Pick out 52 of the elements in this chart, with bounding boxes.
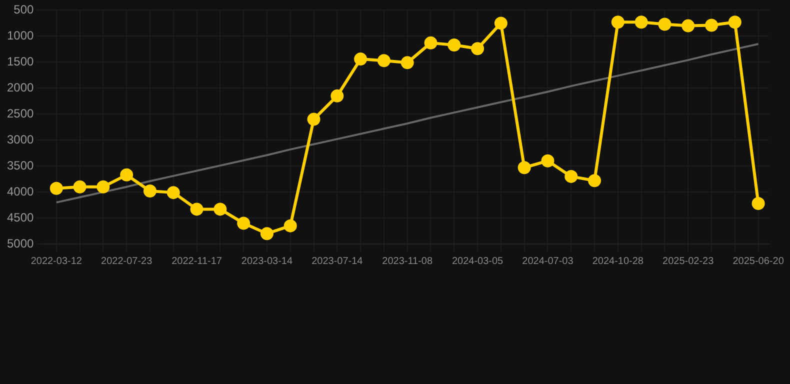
point <box>190 202 204 216</box>
y-tick-label: 3000 <box>6 132 34 146</box>
x-tick-label: 2022-07-23 <box>101 256 153 267</box>
point <box>73 180 86 194</box>
point <box>260 227 274 240</box>
y-tick-label: 2500 <box>6 106 34 120</box>
x-tick-label: 2024-07-03 <box>522 256 574 267</box>
point <box>424 36 438 50</box>
x-tick-label: 2024-10-28 <box>592 256 644 267</box>
point <box>611 16 624 29</box>
y-tick-label: 3500 <box>6 158 34 172</box>
point <box>400 56 414 70</box>
y-tick-label: 4000 <box>6 184 34 198</box>
point <box>588 174 602 188</box>
point <box>518 161 531 174</box>
y-tick-label: 2000 <box>6 80 34 94</box>
point <box>705 18 718 32</box>
point <box>448 38 461 52</box>
x-tick-label: 2023-03-14 <box>241 256 293 267</box>
y-tick-label: 1500 <box>6 54 34 68</box>
x-tick-label: 2024-03-05 <box>452 256 504 267</box>
point <box>634 16 648 29</box>
point <box>307 112 320 126</box>
y-tick-label: 4500 <box>6 210 34 224</box>
point <box>658 18 672 31</box>
point <box>143 184 156 198</box>
point <box>284 219 297 232</box>
x-tick-label: 2023-07-14 <box>312 256 364 267</box>
y-tick-label: 5000 <box>6 236 34 250</box>
point <box>120 168 134 182</box>
x-tick-label: 2025-06-20 <box>732 256 784 267</box>
point <box>166 186 180 200</box>
x-tick-label: 2025-02-23 <box>662 256 714 267</box>
point <box>50 182 63 195</box>
point <box>752 196 765 210</box>
x-tick-label: 2023-11-08 <box>382 256 433 267</box>
point <box>494 16 508 30</box>
point <box>564 170 578 183</box>
point <box>377 54 390 68</box>
y-tick-label: 500 <box>14 2 34 17</box>
x-tick-label: 2022-03-12 <box>30 256 82 267</box>
point <box>354 52 368 66</box>
point <box>541 154 554 168</box>
point <box>330 89 344 102</box>
point <box>237 216 250 230</box>
point <box>96 180 110 194</box>
point <box>728 16 742 29</box>
point <box>682 19 695 32</box>
y-tick-label: 1000 <box>6 28 34 42</box>
point <box>471 42 484 56</box>
point <box>214 202 227 216</box>
x-tick-label: 2022-11-17 <box>172 256 222 267</box>
